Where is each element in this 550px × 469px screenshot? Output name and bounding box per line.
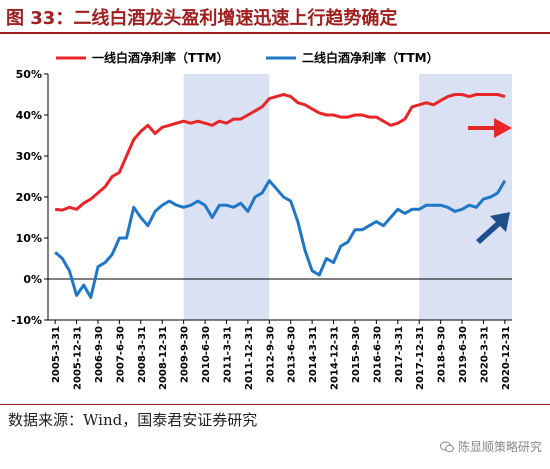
- x-tick-label: 2014-3-31: [308, 326, 319, 383]
- x-tick-label: 2012-9-30: [265, 326, 276, 383]
- footer-divider: [0, 404, 550, 405]
- figure-title: 图 33：二线白酒龙头盈利增速迅速上行趋势确定: [6, 8, 398, 29]
- watermark-text: 陈显顺策略研究: [457, 440, 542, 454]
- x-tick-label: 2010-6-30: [201, 326, 212, 383]
- shaded-region-2: [419, 74, 512, 320]
- x-tick-label: 2020-3-31: [479, 326, 490, 383]
- line-chart: -10% 0% 10% 20% 30% 40% 50% 2005-3-31 2005-12-31…: [11, 50, 512, 390]
- legend-label-1: 一线白酒净利率（TTM）: [92, 50, 229, 65]
- shaded-regions: [183, 74, 512, 320]
- x-tick-label: 2008-12-31: [158, 326, 169, 390]
- x-tick-label: 2016-6-30: [372, 326, 383, 383]
- source-note: 数据来源：Wind，国泰君安证券研究: [8, 411, 258, 429]
- series-line-2: [54, 179, 507, 299]
- y-tick-label: 10%: [16, 232, 42, 245]
- y-tick-label: 40%: [16, 109, 42, 122]
- x-tick-label: 2007-6-30: [115, 326, 126, 383]
- x-tick-label: 2005-12-31: [73, 326, 84, 390]
- x-tick-label: 2018-9-30: [437, 326, 448, 383]
- series-lines: [54, 93, 507, 299]
- title-divider: [0, 32, 550, 34]
- x-tick-label: 2009-9-30: [180, 326, 191, 383]
- x-tick-label: 2008-3-31: [137, 326, 148, 383]
- right-arrow-icon: [468, 118, 512, 138]
- trend-arrows: [468, 118, 512, 244]
- x-tick-label: 2017-12-31: [415, 326, 426, 390]
- y-tick-label: 0%: [23, 273, 42, 286]
- x-tick-label: 2011-3-31: [222, 326, 233, 383]
- x-tick-label: 2005-3-31: [51, 326, 62, 383]
- x-tick-label: 2013-6-30: [287, 326, 298, 383]
- x-tick-label: 2015-9-30: [351, 326, 362, 383]
- series-line-1: [54, 93, 506, 212]
- y-tick-label: 30%: [16, 150, 42, 163]
- x-tick-label: 2019-6-30: [458, 326, 469, 383]
- x-tick-label: 2014-12-31: [330, 326, 341, 390]
- chart-axes: -10% 0% 10% 20% 30% 40% 50% 2005-3-31 2005-12-31…: [11, 68, 512, 390]
- x-tick-label: 2020-12-31: [501, 326, 512, 390]
- watermark: 陈显顺策略研究: [439, 438, 542, 455]
- y-tick-label: -10%: [11, 314, 42, 327]
- y-tick-label: 50%: [16, 68, 42, 81]
- wechat-icon: [439, 441, 454, 452]
- chart-legend: 一线白酒净利率（TTM） 二线白酒净利率（TTM）: [56, 50, 439, 65]
- y-tick-label: 20%: [16, 191, 42, 204]
- x-tick-label: 2006-9-30: [94, 326, 105, 383]
- up-right-arrow-icon: [476, 212, 510, 244]
- legend-label-2: 二线白酒净利率（TTM）: [302, 50, 439, 65]
- x-tick-label: 2017-3-31: [394, 326, 405, 383]
- x-tick-label: 2011-12-31: [244, 326, 255, 390]
